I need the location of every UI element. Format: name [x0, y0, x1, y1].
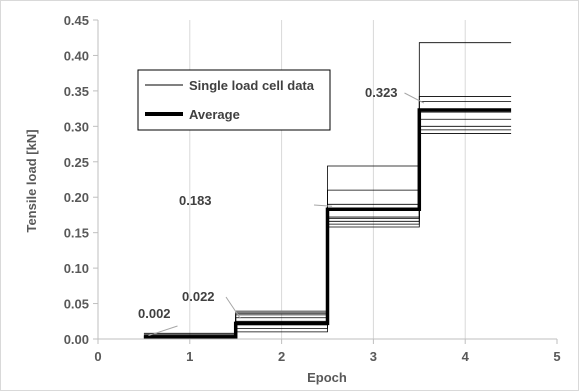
x-tick-label: 3	[370, 349, 377, 364]
average-value-label: 0.002	[138, 306, 171, 321]
axis-layer: 0.00 0.05 0.10 0.15 0.20 0.25 0.30 0.35 0.40 0.45…	[64, 13, 561, 364]
average-value-leader	[313, 204, 333, 207]
y-axis-title: Tensile load [kN]	[24, 129, 39, 232]
legend-label-average: Average	[189, 107, 240, 122]
x-tick-label: 4	[462, 349, 470, 364]
average-value-label: 0.183	[179, 193, 212, 208]
x-tick-label: 5	[553, 349, 560, 364]
y-tick-label: 0.25	[64, 155, 89, 170]
average-line	[143, 108, 512, 340]
y-tick-label: 0.05	[64, 297, 89, 312]
x-tick-label: 2	[278, 349, 285, 364]
series-layer	[143, 42, 512, 340]
average-value-leader	[148, 325, 178, 337]
legend-label-single: Single load cell data	[189, 78, 315, 93]
y-tick-label: 0.00	[64, 332, 89, 347]
y-tick-label: 0.15	[64, 226, 89, 241]
y-tick-label: 0.30	[64, 119, 89, 134]
y-tick-label: 0.35	[64, 84, 89, 99]
y-tick-label: 0.10	[64, 261, 89, 276]
x-axis-title: Epoch	[307, 370, 347, 385]
average-value-leader	[404, 92, 425, 104]
average-value-label: 0.323	[365, 85, 398, 100]
x-tick-label: 0	[94, 349, 101, 364]
y-tick-label: 0.45	[64, 13, 89, 28]
legend-box	[137, 69, 331, 131]
y-tick-label: 0.20	[64, 190, 89, 205]
average-value-leader	[225, 296, 241, 319]
y-tick-label: 0.40	[64, 48, 89, 63]
average-value-label: 0.022	[182, 289, 215, 304]
legend: Single load cell data Average	[137, 69, 331, 131]
x-tick-label: 1	[186, 349, 193, 364]
annotation-layer: 0.002 0.022 0.183 0.323	[138, 85, 425, 337]
